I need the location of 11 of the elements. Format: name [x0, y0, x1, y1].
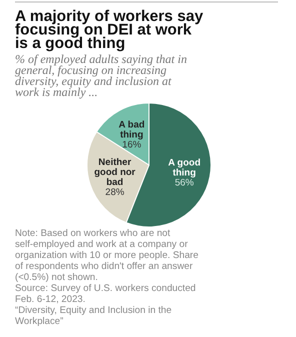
data-label: 16% — [122, 139, 142, 150]
data-label: 28% — [105, 187, 125, 198]
chart-subtitle: % of employed adults saying that in general, focusing on increasing diversity, equity and inclusion at work is mainly ... — [15, 52, 187, 99]
source-note: Source: Survey of U.S. workers conducted Feb. 6-12, 2023. — [15, 283, 196, 305]
slice-label: A bad thing — [118, 119, 145, 140]
text: “Diversity, Equity and Inclusion in the Workplace” — [15, 305, 172, 327]
slice-label: Neither good nor bad — [94, 157, 136, 188]
slice-label: A good thing — [168, 158, 201, 179]
data-label: 56% — [174, 178, 194, 189]
text: Note: Based on workers who are not self-employed and work at a company or organization with 10 or more people. Share of respondents who didn't offer an answer (<0.5%) not shown. — [15, 228, 198, 283]
chart-title: A majority of workers say focusing on DEI at work is a good thing — [15, 8, 204, 52]
